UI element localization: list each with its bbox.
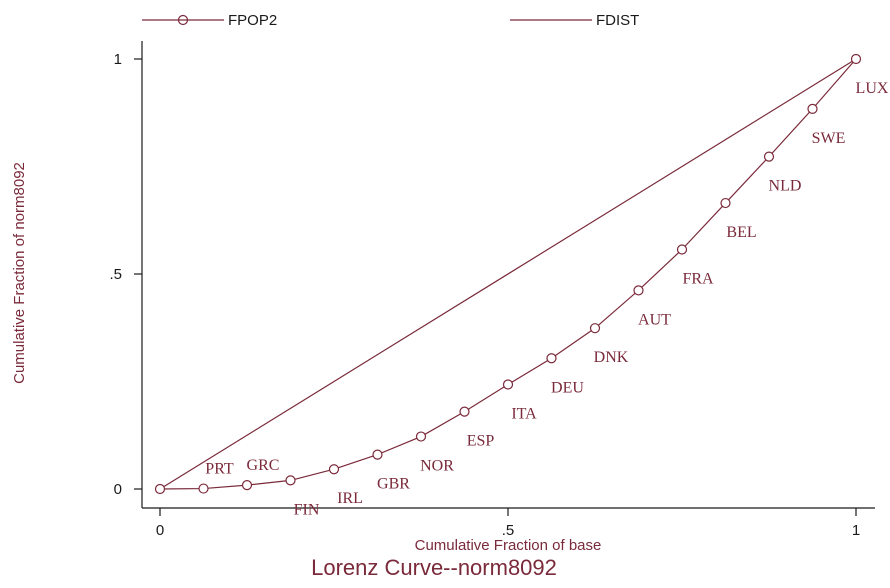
point-label: GBR (377, 476, 410, 493)
data-point (807, 103, 818, 114)
point-label: FIN (294, 501, 320, 518)
legend: FPOP2 FDIST (142, 12, 639, 29)
data-point (633, 285, 644, 296)
point-label: BEL (726, 224, 756, 241)
y-ticks: 0.51 (109, 51, 142, 498)
point-label: LUX (856, 80, 889, 97)
x-ticks: 0.5 1 (156, 508, 860, 539)
point-label: IRL (337, 490, 363, 507)
axes: 0.5 1 0.51 (109, 41, 875, 539)
data-point (502, 379, 514, 390)
data-point (546, 353, 557, 364)
data-point (285, 475, 296, 486)
chart-title: Lorenz Curve--norm8092 (311, 555, 557, 580)
point-label: GRC (247, 457, 280, 474)
x-tick-label: 0 (156, 522, 164, 539)
legend-marker-fpop2 (177, 14, 189, 26)
x-tick-label: 1 (852, 522, 860, 539)
point-label: ITA (511, 406, 537, 423)
data-point (850, 53, 862, 65)
y-tick-label: 0 (114, 481, 122, 498)
data-point (328, 464, 340, 475)
point-label: DNK (594, 349, 629, 366)
data-point (676, 244, 688, 255)
data-point (720, 197, 731, 209)
point-label: NLD (769, 178, 802, 195)
point-label: DEU (551, 379, 584, 396)
point-label: AUT (638, 311, 671, 328)
series-layer: PRT GRC FIN IRL GBR NOR ESP ITA DEU DNK AUT FRA BEL N… (154, 53, 889, 518)
y-tick-label: .5 (109, 266, 122, 283)
y-axis-label: Cumulative Fraction of norm8092 (11, 162, 28, 384)
legend-label-fpop2: FPOP2 (228, 12, 277, 29)
point-label: ESP (467, 433, 495, 450)
y-tick-label: 1 (114, 51, 122, 68)
data-point (241, 480, 253, 491)
data-point (415, 431, 427, 442)
point-label: PRT (205, 461, 234, 478)
data-point (763, 151, 775, 162)
point-label: NOR (420, 458, 454, 475)
data-point (198, 483, 209, 494)
point-label: FRA (682, 270, 714, 287)
legend-label-fdist: FDIST (596, 12, 639, 29)
x-axis-label: Cumulative Fraction of base (415, 537, 602, 554)
data-point (372, 449, 383, 460)
data-point (154, 483, 166, 495)
point-label: SWE (812, 130, 846, 147)
x-tick-label: .5 (502, 522, 515, 539)
data-point (459, 406, 470, 417)
series-line-fdist (159, 58, 857, 490)
data-point (589, 323, 601, 334)
